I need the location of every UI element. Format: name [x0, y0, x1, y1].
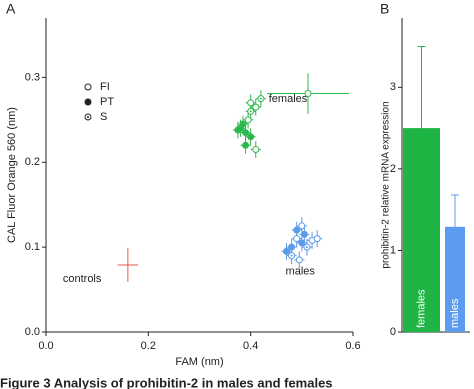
- panel-label: B: [380, 1, 389, 17]
- point: [313, 235, 321, 243]
- group-label: females: [269, 93, 308, 105]
- y-tick-label: 0.1: [25, 241, 40, 253]
- point-dot: [290, 254, 293, 257]
- x-tick-label: 0.4: [243, 340, 258, 352]
- y-axis-label: CAL Fluor Orange 560 (nm): [6, 107, 18, 243]
- group-label: males: [286, 266, 316, 278]
- point-dot: [259, 97, 262, 100]
- point: [252, 103, 260, 111]
- point: [84, 83, 92, 91]
- y-tick-label: 1: [390, 244, 396, 256]
- point: [304, 90, 312, 98]
- point: [84, 98, 92, 106]
- point: [282, 247, 290, 255]
- caption: Figure 3 Analysis of prohibitin-2 in mal…: [0, 375, 333, 389]
- legend-label: PT: [100, 96, 114, 108]
- y-tick-label: 0.2: [25, 156, 40, 168]
- point: [288, 243, 296, 251]
- bar: [403, 128, 440, 332]
- point: [298, 239, 306, 247]
- group-label: controls: [63, 273, 102, 285]
- point: [247, 133, 255, 141]
- x-tick-label: 0.2: [141, 340, 156, 352]
- point: [242, 141, 250, 149]
- y-tick-label: 2: [390, 163, 396, 175]
- point: [242, 129, 250, 137]
- y-axis-label: prohibitin-2 relative mRNA expression: [381, 101, 392, 268]
- x-tick-label: 0.0: [38, 340, 53, 352]
- point: [295, 256, 303, 264]
- x-tick-label: 0.6: [345, 340, 360, 352]
- point: [293, 226, 301, 234]
- y-tick-label: 3: [390, 81, 396, 93]
- point: [234, 126, 242, 134]
- point-dot: [87, 116, 89, 118]
- panel-label: A: [6, 1, 16, 17]
- y-tick-label: 0.3: [25, 71, 40, 83]
- point-dot: [249, 110, 252, 113]
- x-axis-label: FAM (nm): [175, 356, 223, 368]
- point: [244, 116, 252, 124]
- bar-label: males: [449, 298, 461, 328]
- point: [298, 222, 306, 230]
- point-dot: [305, 246, 308, 249]
- y-tick-label: 0: [390, 326, 396, 338]
- point: [300, 230, 308, 238]
- legend-label: FI: [100, 81, 110, 93]
- point: [239, 120, 247, 128]
- point: [252, 146, 260, 154]
- bar: [445, 226, 465, 332]
- bar-label: females: [415, 289, 427, 328]
- point: [293, 235, 301, 243]
- legend-label: S: [100, 111, 107, 123]
- y-tick-label: 0.0: [25, 326, 40, 338]
- point: [247, 99, 255, 107]
